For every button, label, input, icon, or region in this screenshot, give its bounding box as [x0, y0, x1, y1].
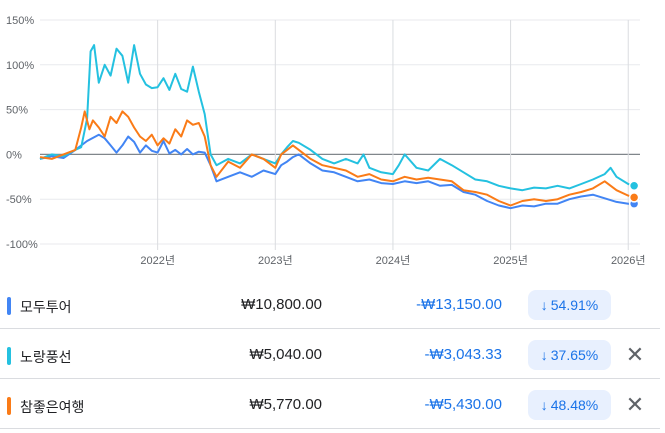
- y-tick-label: -100%: [6, 239, 38, 251]
- percent-change-badge: ↓ 54.91%: [528, 290, 611, 320]
- close-icon[interactable]: ✕: [625, 342, 645, 367]
- series-color-swatch: [7, 347, 11, 365]
- x-tick-label: 2022년: [140, 254, 175, 267]
- series-line-1: [39, 133, 635, 210]
- chart-grid: [40, 19, 640, 250]
- percent-change-value: 37.65%: [550, 347, 599, 363]
- row-divider: [0, 428, 660, 429]
- x-tick-label: 2024년: [376, 254, 411, 267]
- stock-name: 모두투어: [20, 299, 72, 315]
- y-tick-label: 0%: [6, 149, 22, 161]
- row-divider: [0, 328, 660, 329]
- chart-axis-labels: 150% 100% 50% 0% -50% -100% 2022년 2023년 2024년 202…: [6, 15, 646, 267]
- series-color-swatch: [7, 397, 11, 415]
- y-tick-label: 100%: [6, 60, 34, 72]
- percent-change-value: 48.48%: [550, 397, 599, 413]
- series-end-point-3: [628, 192, 640, 203]
- comparison-row[interactable]: 노랑풍선 ₩5,040.00 -₩3,043.33 ↓ 37.65% ✕: [0, 333, 660, 379]
- stock-price: ₩5,770.00: [249, 396, 322, 413]
- down-arrow-icon: ↓: [540, 397, 548, 413]
- stock-price: ₩10,800.00: [241, 296, 322, 313]
- series-end-point-2: [628, 180, 640, 192]
- percent-change-badge: ↓ 48.48%: [528, 390, 611, 420]
- down-arrow-icon: ↓: [540, 297, 548, 313]
- y-tick-label: -50%: [6, 194, 32, 206]
- x-tick-label: 2026년: [611, 254, 646, 267]
- close-icon[interactable]: ✕: [625, 392, 645, 417]
- price-change: -₩13,150.00: [416, 296, 502, 313]
- comparison-chart[interactable]: 150% 100% 50% 0% -50% -100% 2022년 2023년 2024년 202…: [0, 0, 665, 280]
- down-arrow-icon: ↓: [540, 347, 548, 363]
- comparison-row[interactable]: 참좋은여행 ₩5,770.00 -₩5,430.00 ↓ 48.48% ✕: [0, 383, 660, 429]
- stock-name: 노랑풍선: [20, 349, 72, 365]
- percent-change-badge: ↓ 37.65%: [528, 340, 611, 370]
- comparison-row[interactable]: 모두투어 ₩10,800.00 -₩13,150.00 ↓ 54.91%: [0, 283, 660, 329]
- stock-name: 참좋은여행: [20, 399, 85, 415]
- percent-change-value: 54.91%: [550, 297, 599, 313]
- stock-price: ₩5,040.00: [249, 346, 322, 363]
- x-tick-label: 2023년: [258, 254, 293, 267]
- y-tick-label: 150%: [6, 15, 34, 27]
- x-tick-label: 2025년: [493, 254, 528, 267]
- series-line-3: [39, 110, 635, 207]
- price-change: -₩3,043.33: [424, 346, 502, 363]
- chart-series: [39, 44, 640, 210]
- series-line-2: [39, 44, 635, 192]
- row-divider: [0, 378, 660, 379]
- y-tick-label: 50%: [6, 105, 28, 117]
- series-color-swatch: [7, 297, 11, 315]
- price-change: -₩5,430.00: [424, 396, 502, 413]
